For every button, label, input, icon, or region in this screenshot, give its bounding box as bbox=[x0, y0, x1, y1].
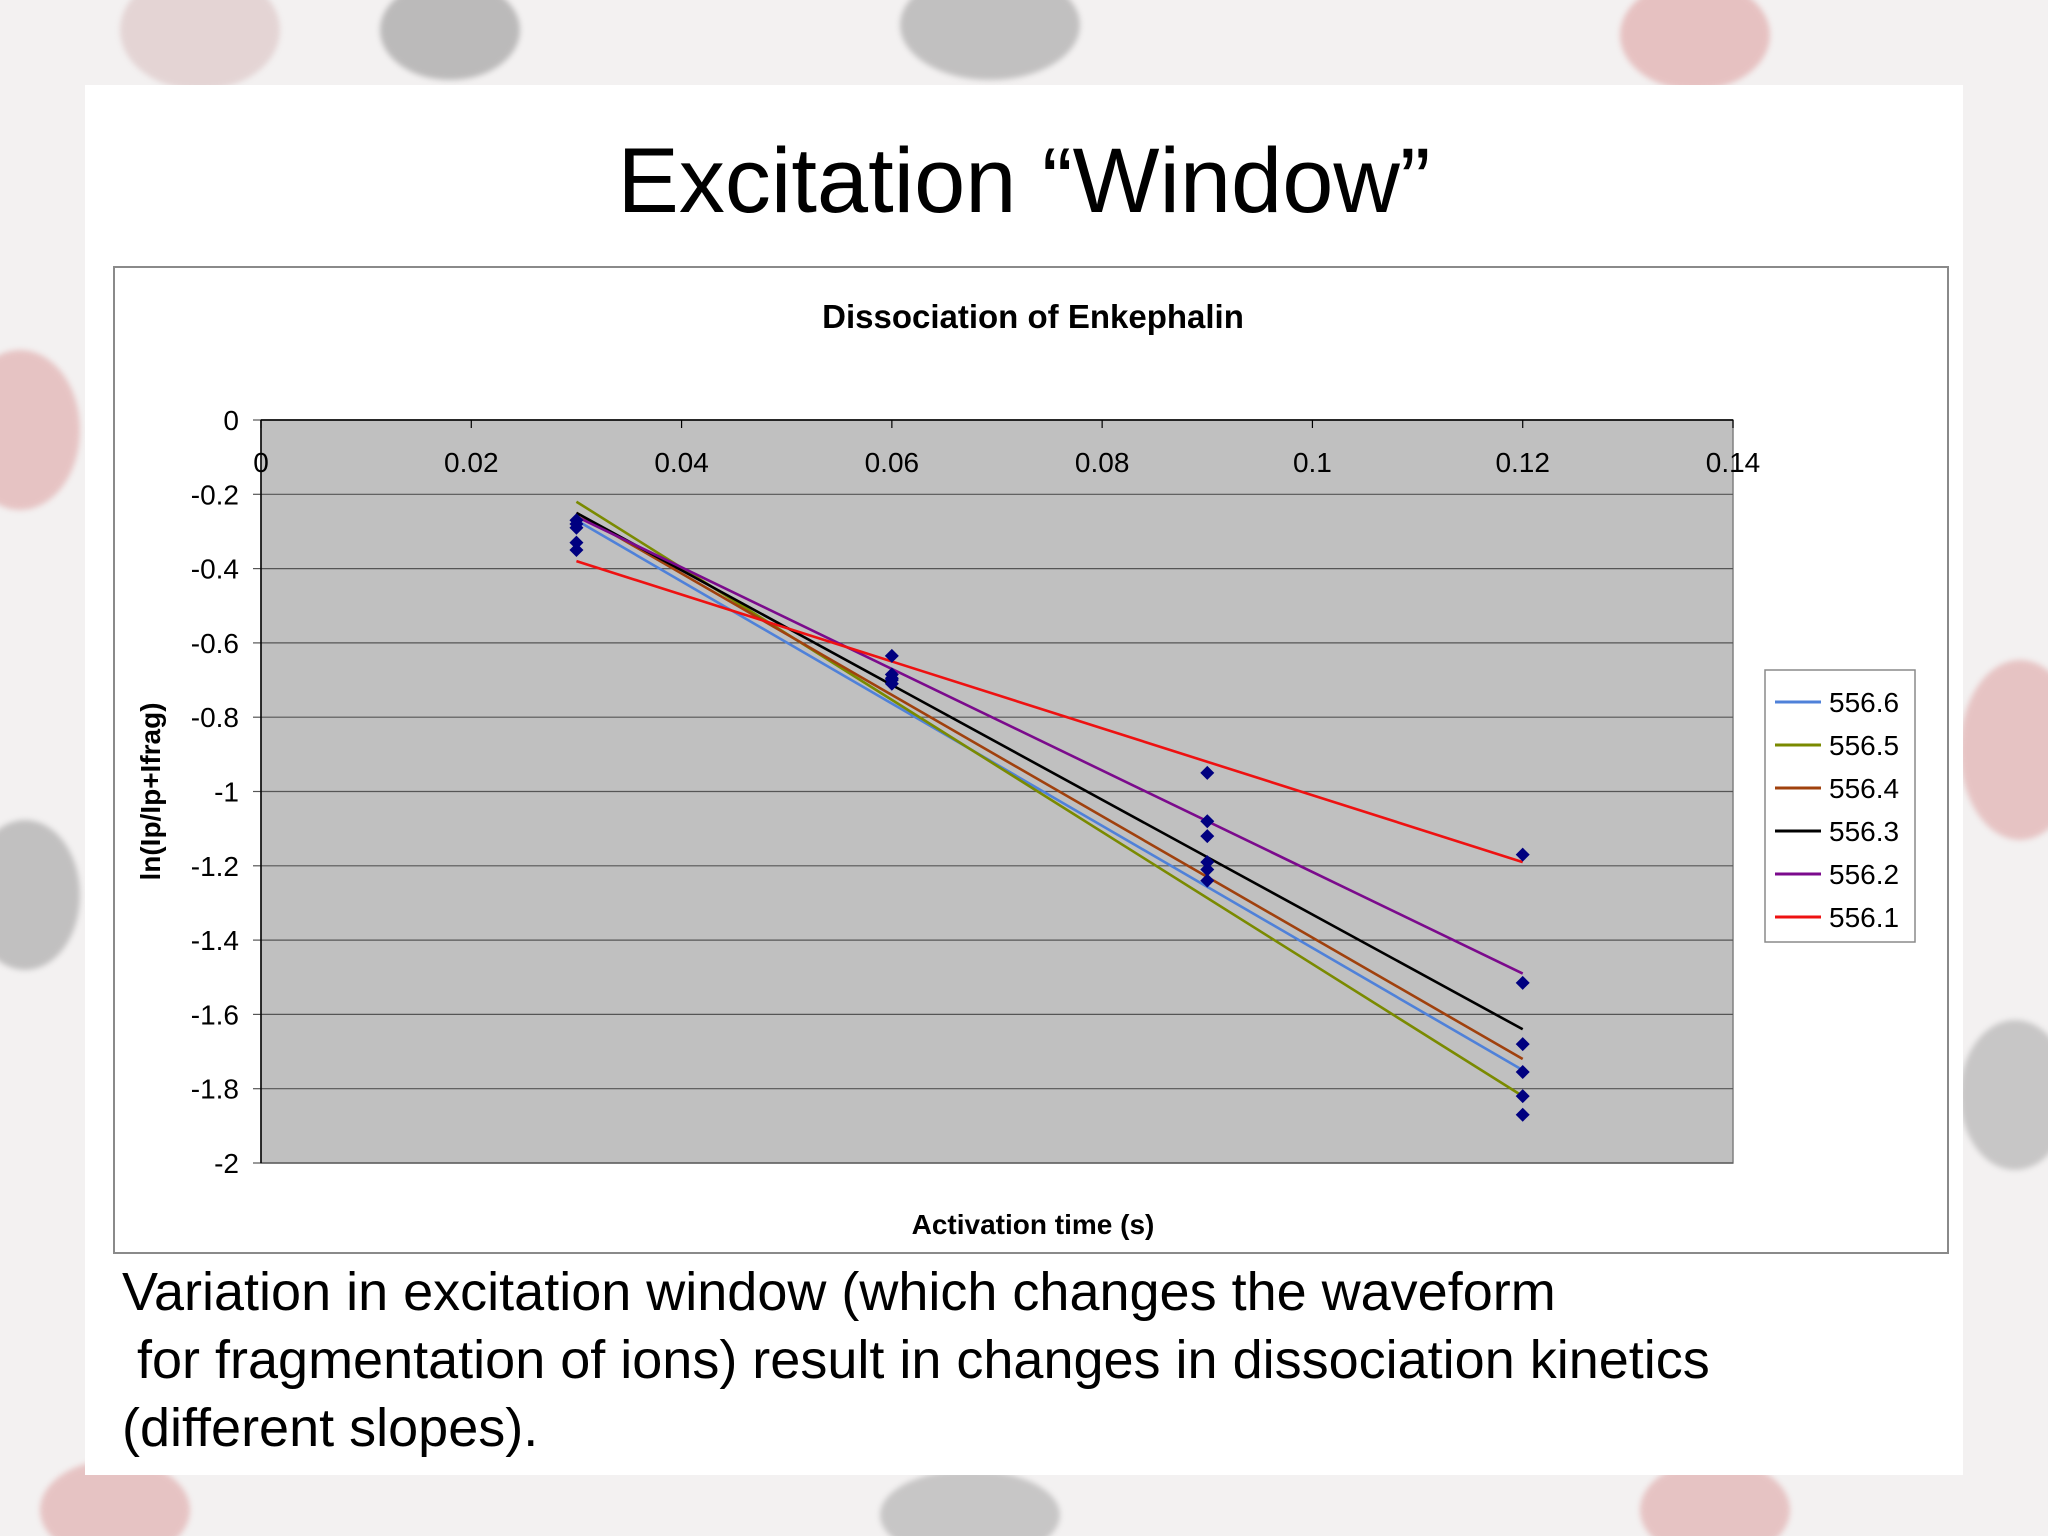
legend-label: 556.4 bbox=[1829, 773, 1899, 804]
x-tick-label: 0.08 bbox=[1075, 447, 1130, 478]
data-point bbox=[1200, 862, 1215, 877]
legend-box bbox=[1764, 669, 1916, 943]
data-point bbox=[569, 520, 584, 535]
data-point bbox=[1515, 1107, 1530, 1122]
legend-label: 556.1 bbox=[1829, 902, 1899, 933]
y-tick-label: -0.2 bbox=[191, 479, 239, 510]
data-point bbox=[1515, 1089, 1530, 1104]
caption-line: (different slopes). bbox=[122, 1398, 539, 1458]
series-line bbox=[575, 515, 1524, 975]
y-tick-label: -1.8 bbox=[191, 1074, 239, 1105]
slide-caption: Variation in excitation window (which ch… bbox=[122, 1258, 2002, 1462]
y-tick-label: -0.4 bbox=[191, 554, 239, 585]
x-tick-label: 0.06 bbox=[865, 447, 920, 478]
chart: Dissociation of Enkephalin 0 -0.2 -0.4 -0.6 -… bbox=[135, 298, 1916, 1240]
x-axis-title: Activation time (s) bbox=[912, 1209, 1155, 1240]
chart-title: Dissociation of Enkephalin bbox=[822, 298, 1244, 335]
y-tick-label: -0.8 bbox=[191, 702, 239, 733]
data-point bbox=[884, 648, 899, 663]
data-point bbox=[1515, 975, 1530, 990]
x-tick-label: 0.02 bbox=[444, 447, 499, 478]
data-point bbox=[1200, 814, 1215, 829]
legend-label: 556.3 bbox=[1829, 816, 1899, 847]
data-point bbox=[884, 676, 899, 691]
data-point bbox=[1515, 1064, 1530, 1079]
legend-label: 556.2 bbox=[1829, 859, 1899, 890]
slide-title: Excitation “Window” bbox=[617, 130, 1431, 232]
caption-line: Variation in excitation window (which ch… bbox=[122, 1262, 1556, 1322]
x-tick-label: 0.04 bbox=[654, 447, 709, 478]
x-tick-label: 0.12 bbox=[1495, 447, 1550, 478]
data-point bbox=[1200, 855, 1215, 870]
x-tick-label: 0.1 bbox=[1293, 447, 1332, 478]
data-point bbox=[1200, 873, 1215, 888]
chart-frame: Dissociation of Enkephalin 0 -0.2 -0.4 -0.6 -… bbox=[113, 266, 1949, 1254]
legend-label: 556.6 bbox=[1829, 687, 1899, 718]
y-tick-label: -2 bbox=[214, 1148, 239, 1179]
data-point bbox=[1515, 847, 1530, 862]
series-line bbox=[576, 559, 1524, 864]
y-axis-title: ln(Ip/Ip+Ifrag) bbox=[135, 702, 166, 880]
data-point bbox=[1200, 829, 1215, 844]
series-line bbox=[575, 511, 1524, 1061]
y-tick-label: -1.4 bbox=[191, 925, 239, 956]
caption-line: for fragmentation of ions) result in cha… bbox=[122, 1330, 1710, 1390]
y-tick-label: -1.6 bbox=[191, 999, 239, 1030]
legend-label: 556.5 bbox=[1829, 730, 1899, 761]
series-line bbox=[575, 511, 1524, 1031]
data-point bbox=[1515, 1037, 1530, 1052]
x-tick-label: 0.14 bbox=[1706, 447, 1761, 478]
data-point bbox=[1200, 765, 1215, 780]
y-tick-label: -1.2 bbox=[191, 851, 239, 882]
y-tick-label: -1 bbox=[214, 777, 239, 808]
data-point bbox=[569, 535, 584, 550]
series-line bbox=[575, 500, 1524, 1098]
y-tick-label: 0 bbox=[223, 405, 239, 436]
data-point bbox=[569, 543, 584, 558]
x-tick-label: 0 bbox=[253, 447, 269, 478]
y-tick-label: -0.6 bbox=[191, 628, 239, 659]
